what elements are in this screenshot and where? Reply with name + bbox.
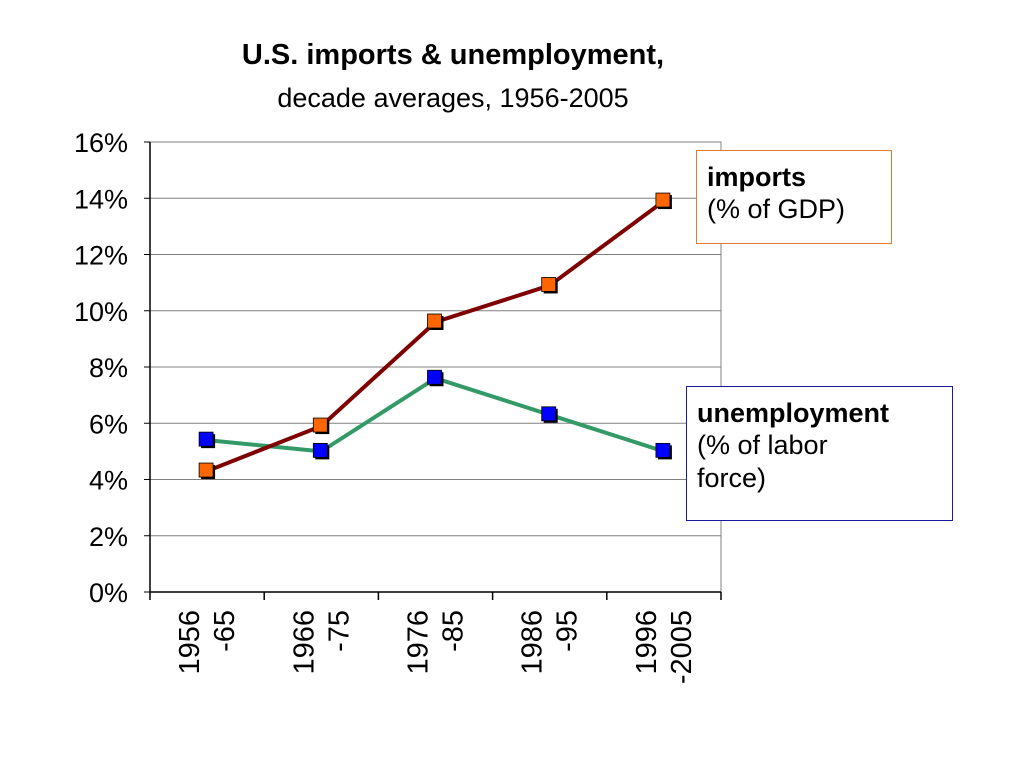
x-tick-label-line: 1956 xyxy=(174,610,206,675)
legend-unemployment-unit-line1: (% of labor xyxy=(697,430,828,461)
y-tick-label: 0% xyxy=(89,578,128,608)
x-tick-label-line: -75 xyxy=(323,610,355,652)
x-tick-label-line: 1966 xyxy=(288,610,320,675)
x-tick-label-line: 1996 xyxy=(631,610,663,675)
y-tick-label: 12% xyxy=(74,241,128,271)
data-point-unemployment xyxy=(312,442,328,458)
x-tick-label-line: -85 xyxy=(438,610,470,652)
chart-subtitle: decade averages, 1956-2005 xyxy=(277,83,629,113)
legend-unemployment-unit-line2: force) xyxy=(697,462,767,493)
y-tick-label: 6% xyxy=(89,409,128,439)
data-point-imports xyxy=(655,192,671,208)
x-tick-label: 1996 -2005 xyxy=(631,610,698,684)
x-tick-label-line: 1986 xyxy=(517,610,549,675)
legend-imports: imports (% of GDP) xyxy=(696,150,892,244)
legend-unemployment: unemployment (% of labor force) xyxy=(686,386,953,521)
x-tick-label-line: 1976 xyxy=(403,610,435,675)
y-tick-label: 10% xyxy=(74,297,128,327)
y-tick-label: 14% xyxy=(74,184,128,214)
data-point-imports xyxy=(312,417,328,433)
data-point-unemployment xyxy=(655,442,671,458)
x-tick-label: 1986 -95 xyxy=(517,610,584,675)
y-tick-label: 16% xyxy=(74,128,128,158)
x-tick-label-line: -95 xyxy=(552,610,584,652)
x-tick-label-line: -2005 xyxy=(666,610,698,684)
legend-unemployment-name: unemployment xyxy=(697,398,890,428)
data-point-unemployment xyxy=(427,369,442,385)
y-tick-label: 4% xyxy=(89,466,128,496)
x-tick-label-line: -65 xyxy=(209,610,241,652)
data-point-unemployment xyxy=(198,431,214,447)
x-tick-label: 1956 -65 xyxy=(174,610,241,675)
x-tick-label: 1976 -85 xyxy=(403,610,470,675)
data-point-imports xyxy=(198,462,214,478)
chart-title: U.S. imports & unemployment, xyxy=(241,39,665,71)
legend-imports-name: imports xyxy=(707,162,807,192)
data-point-imports xyxy=(541,277,557,292)
y-tick-label: 2% xyxy=(89,522,128,552)
x-tick-label: 1966 -75 xyxy=(288,610,355,675)
legend-imports-unit: (% of GDP) xyxy=(707,194,846,225)
y-tick-label: 8% xyxy=(89,353,128,383)
data-point-imports xyxy=(427,313,442,329)
data-point-unemployment xyxy=(541,406,557,422)
